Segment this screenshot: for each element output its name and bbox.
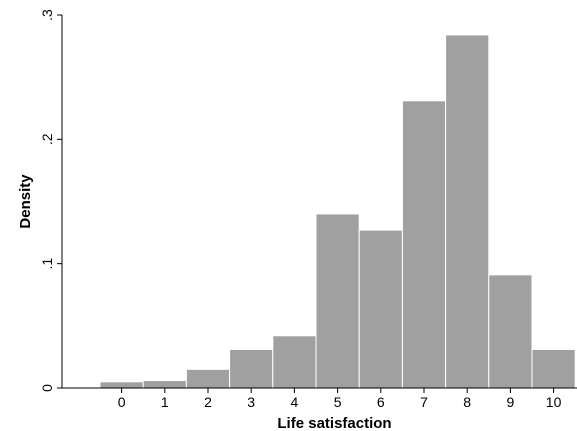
bar-0: [99, 381, 144, 389]
bar-5: [315, 213, 360, 389]
x-axis-title: Life satisfaction: [277, 415, 391, 431]
bar-3: [229, 348, 274, 389]
bar-2: [185, 368, 231, 389]
bar-9: [488, 274, 533, 389]
x-tick-label: 10: [546, 394, 562, 410]
bar-6: [358, 229, 403, 389]
x-tick-label: 9: [507, 394, 515, 410]
x-tick-label: 1: [161, 394, 169, 410]
bars-group: [99, 34, 576, 389]
y-axis-title: Density: [17, 174, 34, 229]
bar-4: [272, 335, 317, 389]
x-tick-label: 5: [334, 394, 342, 410]
y-tick-label: .3: [39, 9, 55, 21]
y-tick-label: 0: [39, 384, 55, 392]
x-tick-label: 4: [291, 394, 299, 410]
x-tick-label: 2: [204, 394, 212, 410]
bar-1: [142, 380, 187, 389]
x-axis: 0 1 2 3 4 5 6 7 8 9 10: [62, 387, 577, 410]
x-tick-label: 0: [118, 394, 126, 410]
bar-7: [401, 100, 447, 389]
x-tick-label: 6: [377, 394, 385, 410]
y-tick-label: .1: [39, 258, 55, 270]
y-tick-label: .2: [39, 133, 55, 145]
x-tick-label: 7: [420, 394, 428, 410]
bar-8: [445, 34, 490, 389]
y-axis: 0 .1 .2 .3: [39, 9, 63, 392]
x-tick-label: 3: [247, 394, 255, 410]
x-tick-label: 8: [463, 394, 471, 410]
bar-10: [531, 348, 576, 389]
